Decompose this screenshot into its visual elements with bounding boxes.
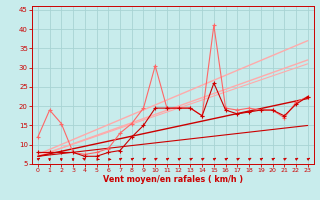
X-axis label: Vent moyen/en rafales ( km/h ): Vent moyen/en rafales ( km/h )	[103, 175, 243, 184]
